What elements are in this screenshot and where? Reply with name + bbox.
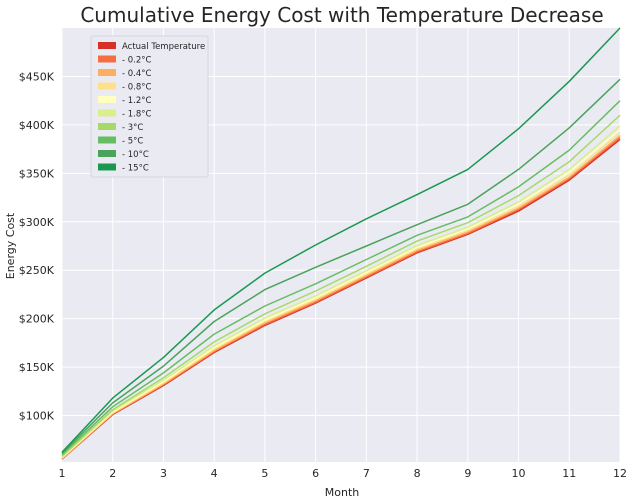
x-tick-label: 12 — [613, 467, 627, 480]
series-line-4 — [61, 129, 621, 459]
y-tick-label: $150K — [19, 361, 55, 374]
x-tick-label: 2 — [109, 467, 116, 480]
legend-swatch — [98, 109, 116, 117]
x-tick-label: 11 — [562, 467, 576, 480]
x-tick-labels: 1 2 3 4 5 6 7 8 9 10 11 12 — [59, 467, 628, 480]
legend-swatch — [98, 96, 116, 103]
legend-swatch — [98, 150, 116, 157]
legend: Actual Temperature - 0.2°C - 0.4°C - 0.8°C -… — [90, 35, 209, 178]
legend-label: - 10°C — [122, 150, 149, 160]
x-tick-label: 9 — [464, 467, 471, 480]
legend-box — [90, 35, 209, 178]
series-line-7 — [61, 100, 621, 456]
legend-label: - 1.8°C — [122, 110, 152, 120]
legend-label: - 0.2°C — [122, 56, 152, 66]
x-tick-label: 3 — [160, 467, 167, 480]
series-line-9 — [61, 27, 621, 453]
x-tick-label: 10 — [512, 467, 526, 480]
legend-swatch — [98, 42, 116, 49]
chart-title: Cumulative Energy Cost with Temperature … — [80, 3, 603, 27]
series-line-5 — [61, 125, 621, 458]
y-tick-label: $350K — [19, 167, 55, 180]
y-tick-labels: $100K $150K $200K $250K $300K $350K $400K $450K — [19, 70, 55, 422]
x-tick-label: 1 — [59, 467, 66, 480]
series-line-6 — [61, 114, 621, 457]
legend-label: Actual Temperature — [122, 42, 205, 52]
x-tick-label: 5 — [261, 467, 268, 480]
series-line-2 — [61, 134, 621, 460]
legend-label: - 5°C — [122, 137, 143, 147]
legend-swatch — [98, 69, 116, 76]
y-axis-label: Energy Cost — [4, 212, 17, 279]
y-tick-label: $250K — [19, 264, 55, 277]
legend-label: - 0.4°C — [122, 69, 152, 79]
legend-label: - 15°C — [122, 164, 149, 174]
x-tick-label: 7 — [363, 467, 370, 480]
y-tick-label: $200K — [19, 313, 55, 326]
y-tick-label: $400K — [19, 119, 55, 132]
legend-swatch — [98, 82, 116, 90]
legend-label: - 3°C — [122, 123, 143, 133]
x-tick-label: 4 — [211, 467, 218, 480]
series-line-3 — [61, 132, 621, 459]
x-axis-label: Month — [325, 486, 360, 499]
y-tick-label: $100K — [19, 410, 55, 423]
legend-swatch — [98, 136, 116, 144]
x-tick-label: 8 — [414, 467, 421, 480]
legend-swatch — [98, 123, 116, 130]
series-lines — [61, 27, 621, 460]
y-tick-label: $450K — [19, 70, 55, 83]
legend-swatch — [98, 163, 116, 171]
legend-swatch — [98, 55, 116, 63]
x-tick-label: 6 — [312, 467, 319, 480]
legend-label: - 1.2°C — [122, 96, 152, 106]
series-line-8 — [61, 78, 621, 454]
y-tick-label: $300K — [19, 216, 55, 229]
legend-label: - 0.8°C — [122, 83, 152, 93]
